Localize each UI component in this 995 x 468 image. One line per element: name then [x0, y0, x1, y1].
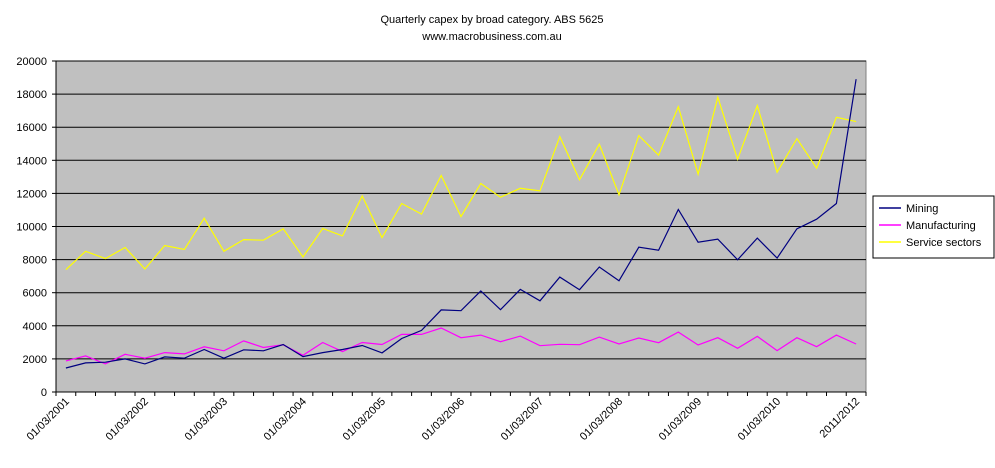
y-tick-label: 18000 — [16, 89, 47, 101]
x-tick-label: 2011/2012 — [818, 396, 863, 441]
x-tick-label: 01/03/2006 — [420, 396, 467, 443]
x-tick-label: 01/03/2005 — [341, 396, 388, 443]
y-tick-label: 0 — [41, 387, 47, 399]
y-axis: 0 2000 4000 6000 8000 10000 12000 14000 16000 180… — [16, 56, 57, 399]
legend-label: Service sectors — [906, 237, 982, 249]
gridlines — [56, 60, 866, 360]
legend: Mining Manufacturing Service sectors — [872, 195, 995, 259]
x-tick-label: 01/03/2003 — [183, 396, 230, 443]
x-tick-label: 01/03/2007 — [499, 396, 546, 443]
y-tick-label: 6000 — [23, 288, 47, 300]
y-tick-label: 16000 — [16, 122, 47, 134]
legend-label: Manufacturing — [906, 220, 976, 232]
series-line-manufacturing — [65, 327, 857, 365]
y-tick-label: 2000 — [23, 354, 47, 366]
series-line-service-sectors — [65, 95, 857, 271]
series-lines — [65, 79, 857, 369]
x-tick-label: 01/03/2004 — [262, 396, 309, 443]
legend-label: Mining — [906, 203, 938, 215]
y-tick-label: 20000 — [16, 56, 47, 68]
y-tick-label: 4000 — [23, 321, 47, 333]
y-tick-label: 8000 — [23, 255, 47, 267]
legend-box — [872, 195, 995, 259]
y-tick-label: 12000 — [16, 188, 47, 200]
x-axis: 01/03/2001 01/03/2002 01/03/2003 01/03/2004… — [25, 391, 867, 443]
x-tick-label: 01/03/2002 — [104, 396, 151, 443]
x-tick-label: 01/03/2001 — [25, 396, 72, 443]
x-tick-label: 01/03/2009 — [657, 396, 704, 443]
x-tick-label: 01/03/2010 — [736, 396, 783, 443]
series-line-mining — [65, 79, 857, 369]
y-tick-label: 14000 — [16, 155, 47, 167]
chart-subtitle: www.macrobusiness.com.au — [421, 31, 561, 43]
x-tick-label: 01/03/2008 — [578, 396, 625, 443]
y-tick-label: 10000 — [16, 222, 47, 234]
chart-title: Quarterly capex by broad category. ABS 5… — [381, 14, 604, 26]
